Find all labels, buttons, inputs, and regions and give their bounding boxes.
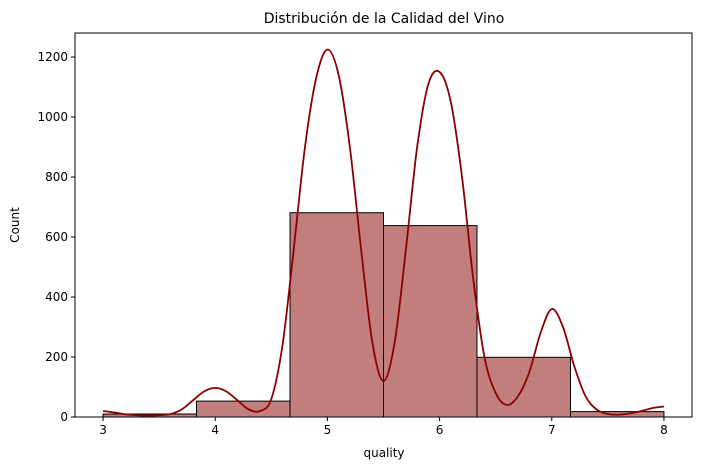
y-tick-label: 1200 <box>37 50 68 64</box>
plot-frame <box>74 32 693 418</box>
x-tick-label: 4 <box>211 423 219 437</box>
y-tick-label: 600 <box>45 230 68 244</box>
y-tick-label: 200 <box>45 350 68 364</box>
y-tick-label: 800 <box>45 170 68 184</box>
x-tick-label: 7 <box>548 423 556 437</box>
y-tick-label: 0 <box>60 410 68 424</box>
kde-line <box>102 48 665 417</box>
axes-group <box>74 32 693 418</box>
x-tick-label: 8 <box>660 423 668 437</box>
x-ticks: 3 4 5 6 7 8 <box>99 417 668 437</box>
y-ticks: 0 200 400 600 800 1000 1200 <box>37 50 75 424</box>
x-tick-label: 3 <box>99 423 107 437</box>
histogram-bar <box>289 212 384 418</box>
x-tick-label: 6 <box>436 423 444 437</box>
chart-title: Distribución de la Calidad del Vino <box>264 11 505 27</box>
kde-group <box>102 48 665 417</box>
y-tick-label: 400 <box>45 290 68 304</box>
x-axis-label: quality <box>363 446 404 460</box>
y-axis-label: Count <box>8 207 22 243</box>
bars-group <box>102 212 665 418</box>
x-tick-label: 5 <box>324 423 332 437</box>
histogram-bar <box>383 225 478 418</box>
y-tick-label: 1000 <box>37 110 68 124</box>
histogram-bar <box>196 400 291 418</box>
